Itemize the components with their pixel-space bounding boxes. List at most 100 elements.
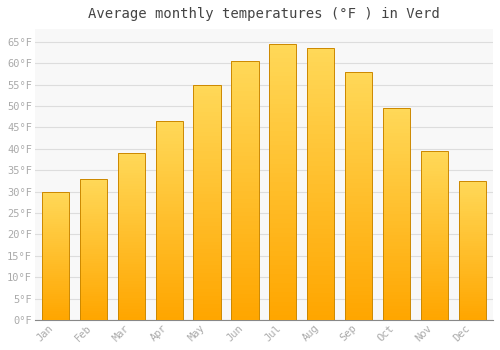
Bar <box>420 190 448 193</box>
Bar <box>307 116 334 121</box>
Bar <box>458 276 486 278</box>
Bar <box>420 300 448 303</box>
Bar <box>383 168 410 172</box>
Bar <box>80 294 107 296</box>
Bar <box>345 84 372 88</box>
Bar <box>80 303 107 306</box>
Bar <box>194 167 220 171</box>
Bar <box>345 241 372 245</box>
Bar <box>194 112 220 116</box>
Bar <box>458 246 486 248</box>
Bar <box>156 128 183 131</box>
Bar <box>420 258 448 261</box>
Bar <box>269 113 296 118</box>
Bar <box>80 313 107 315</box>
Bar <box>118 225 145 228</box>
Bar <box>307 184 334 189</box>
Bar <box>42 275 69 277</box>
Bar <box>194 85 220 89</box>
Bar <box>458 271 486 274</box>
Bar <box>80 198 107 200</box>
Bar <box>458 260 486 262</box>
Bar <box>383 186 410 189</box>
Bar <box>194 198 220 202</box>
Bar <box>156 211 183 214</box>
Bar <box>156 230 183 234</box>
Bar <box>345 208 372 212</box>
Bar <box>383 260 410 264</box>
Bar <box>194 226 220 230</box>
Bar <box>194 253 220 257</box>
Bar <box>42 273 69 275</box>
Bar <box>80 188 107 190</box>
Bar <box>194 175 220 179</box>
Bar <box>458 218 486 220</box>
Bar <box>383 299 410 302</box>
Bar <box>42 243 69 245</box>
Bar <box>307 166 334 170</box>
Bar <box>232 117 258 121</box>
Bar <box>194 144 220 147</box>
Bar <box>269 141 296 145</box>
Bar <box>420 171 448 174</box>
Bar <box>420 250 448 252</box>
Bar <box>307 144 334 148</box>
Bar <box>118 234 145 237</box>
Bar <box>194 147 220 151</box>
Bar <box>383 119 410 122</box>
Bar <box>420 244 448 247</box>
Bar <box>118 184 145 187</box>
Bar <box>420 306 448 309</box>
Bar <box>269 173 296 177</box>
Bar <box>269 270 296 274</box>
Bar <box>420 289 448 292</box>
Bar <box>420 162 448 165</box>
Bar <box>118 203 145 206</box>
Bar <box>80 242 107 245</box>
Bar <box>156 131 183 134</box>
Bar <box>156 317 183 320</box>
Bar <box>269 196 296 201</box>
Bar <box>232 91 258 96</box>
Bar <box>345 316 372 320</box>
Bar <box>80 249 107 252</box>
Bar <box>458 181 486 183</box>
Bar <box>420 314 448 317</box>
Bar <box>42 296 69 299</box>
Bar <box>307 107 334 112</box>
Bar <box>42 191 69 320</box>
Bar <box>232 160 258 164</box>
Bar <box>420 154 448 156</box>
Bar <box>156 134 183 138</box>
Bar <box>42 232 69 234</box>
Bar <box>232 268 258 273</box>
Bar <box>458 199 486 202</box>
Bar <box>420 241 448 244</box>
Bar <box>80 216 107 219</box>
Bar <box>80 226 107 228</box>
Bar <box>420 252 448 255</box>
Bar <box>42 312 69 314</box>
Bar <box>232 61 258 320</box>
Bar <box>420 295 448 298</box>
Bar <box>420 174 448 176</box>
Bar <box>232 87 258 91</box>
Bar <box>42 292 69 294</box>
Bar <box>156 297 183 300</box>
Bar <box>458 267 486 269</box>
Bar <box>194 296 220 300</box>
Bar <box>345 312 372 316</box>
Bar <box>194 222 220 226</box>
Bar <box>156 174 183 177</box>
Bar <box>42 191 69 194</box>
Bar <box>194 312 220 316</box>
Bar <box>42 252 69 254</box>
Bar <box>345 167 372 171</box>
Bar <box>383 154 410 158</box>
Bar <box>307 216 334 220</box>
Bar <box>345 183 372 188</box>
Bar <box>345 175 372 179</box>
Bar <box>307 252 334 257</box>
Bar <box>118 237 145 239</box>
Bar <box>458 262 486 264</box>
